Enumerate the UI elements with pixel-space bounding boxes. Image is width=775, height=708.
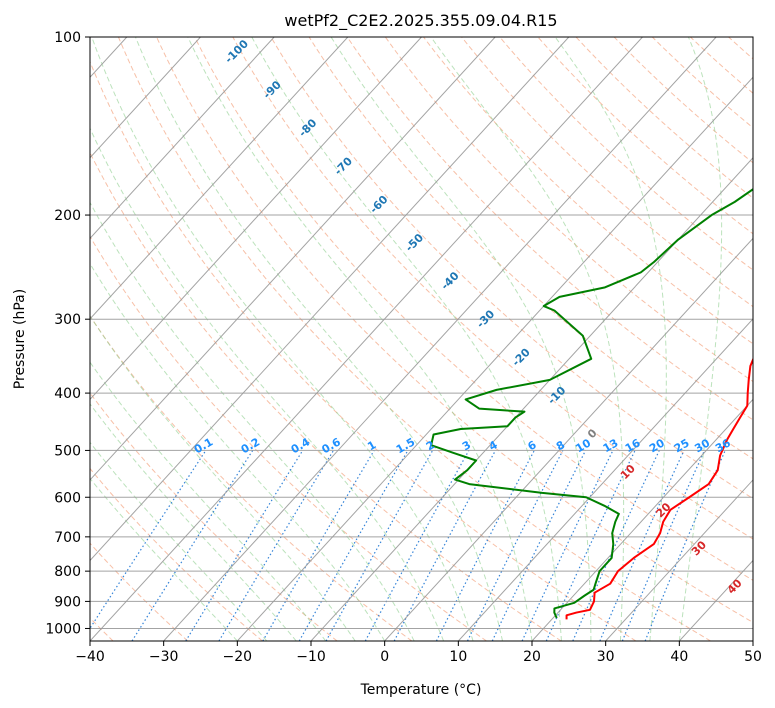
dry-adiabat-line (537, 37, 753, 235)
moist-adiabat-line (90, 262, 386, 641)
x-tick-label: 0 (380, 649, 389, 665)
mixing-ratio-line (364, 450, 470, 641)
x-axis-ticks: −40 −30 −20 −10 0 10 20 30 40 50 (75, 641, 762, 665)
isotherm-line (605, 479, 753, 641)
moist-adiabat-line (134, 37, 504, 641)
y-tick-label: 400 (54, 386, 81, 402)
isotherm-line (90, 37, 201, 159)
mixing-ratio-line (599, 450, 685, 641)
plot-area: -100-90-80-70-60-50-40-30-20-10010203040… (90, 37, 753, 641)
y-tick-label: 1000 (45, 621, 81, 637)
mixing-ratio-line (185, 450, 304, 641)
mixing-ratio-line (131, 450, 254, 641)
y-tick-label: 500 (54, 443, 81, 459)
moist-adiabat-line (678, 37, 723, 641)
isotherm-line (384, 237, 753, 641)
y-axis-ticks: 100 200 300 400 500 600 700 800 900 1000 (45, 30, 90, 637)
temperature-profile-line (565, 357, 753, 620)
x-tick-label: −20 (223, 649, 253, 665)
isotherm-line (90, 37, 496, 481)
y-tick-label: 900 (54, 594, 81, 610)
isotherm-line (163, 37, 717, 641)
isotherm-line (90, 37, 349, 320)
dry-adiabat-line (232, 37, 753, 540)
sounding-profiles (430, 188, 753, 620)
mixing-ratio-line (262, 450, 375, 641)
dewpoint-profile-line (430, 188, 753, 619)
y-axis-label: Pressure (hPa) (12, 289, 28, 389)
mixing-ratio-line (545, 450, 636, 641)
y-tick-label: 700 (54, 530, 81, 546)
mixing-ratio-line (644, 450, 726, 641)
isotherm-line (457, 318, 753, 641)
x-axis-label: Temperature (°C) (360, 682, 482, 698)
dry-adiabat-line (90, 151, 562, 641)
mixing-ratio-line (521, 450, 614, 641)
dry-adiabat-line (90, 60, 637, 641)
mixing-ratio-line (621, 450, 706, 641)
x-tick-label: −40 (75, 649, 105, 665)
x-tick-label: 50 (744, 649, 762, 665)
mixing-ratio-lines (90, 450, 726, 641)
moist-adiabats (90, 37, 723, 641)
isotherm-line (236, 76, 753, 641)
mixing-ratio-line (90, 450, 207, 630)
mixing-ratio-line (325, 450, 434, 641)
x-tick-label: 10 (449, 649, 467, 665)
dry-adiabat-line (613, 37, 753, 164)
y-tick-label: 600 (54, 490, 81, 506)
dry-adiabat-line (117, 37, 711, 641)
moist-adiabat-line (91, 37, 474, 641)
isotherm-line (90, 37, 422, 401)
moist-adiabat-line (251, 37, 562, 641)
y-tick-label: 100 (54, 30, 81, 46)
isobars (90, 37, 753, 629)
isotherm-line (90, 37, 570, 562)
dry-adiabat-line (384, 37, 753, 383)
isotherm-line (90, 37, 275, 240)
x-tick-label: 40 (670, 649, 688, 665)
dry-adiabat-line (156, 37, 753, 624)
x-tick-label: 30 (597, 649, 615, 665)
moist-adiabat-line (90, 441, 268, 641)
moist-adiabat-line (330, 37, 592, 641)
x-tick-label: −10 (296, 649, 326, 665)
dry-adiabat-line (461, 37, 753, 308)
y-tick-label: 200 (54, 208, 81, 224)
chart-title: wetPf2_C2E2.2025.355.09.04.R15 (284, 11, 557, 31)
dry-adiabat-line (90, 392, 338, 641)
mixing-ratio-line (466, 450, 564, 641)
isotherm-line (90, 37, 643, 641)
isotherm-line (531, 398, 753, 641)
moist-adiabat-line (90, 127, 445, 641)
dry-adiabats (90, 37, 753, 641)
x-tick-label: −30 (149, 649, 179, 665)
dry-adiabat-line (90, 467, 263, 641)
x-tick-label: 20 (523, 649, 541, 665)
isotherm-line (310, 157, 753, 641)
mixing-ratio-line (298, 450, 409, 641)
y-tick-label: 300 (54, 312, 81, 328)
mixing-ratio-line (218, 450, 335, 641)
dry-adiabat-line (346, 37, 753, 421)
moist-adiabat-line (90, 315, 356, 641)
plot-frame (89, 36, 754, 642)
isotherms (90, 37, 753, 641)
mixing-ratio-line (572, 450, 660, 641)
mixing-ratio-line (491, 450, 587, 641)
dry-adiabat-line (575, 37, 753, 199)
moist-adiabat-line (554, 37, 667, 641)
moist-adiabat-line (90, 477, 238, 641)
moist-adiabat-line (430, 37, 625, 641)
moist-adiabat-line (90, 403, 297, 641)
y-tick-label: 800 (54, 564, 81, 580)
dry-adiabat-line (194, 37, 753, 581)
